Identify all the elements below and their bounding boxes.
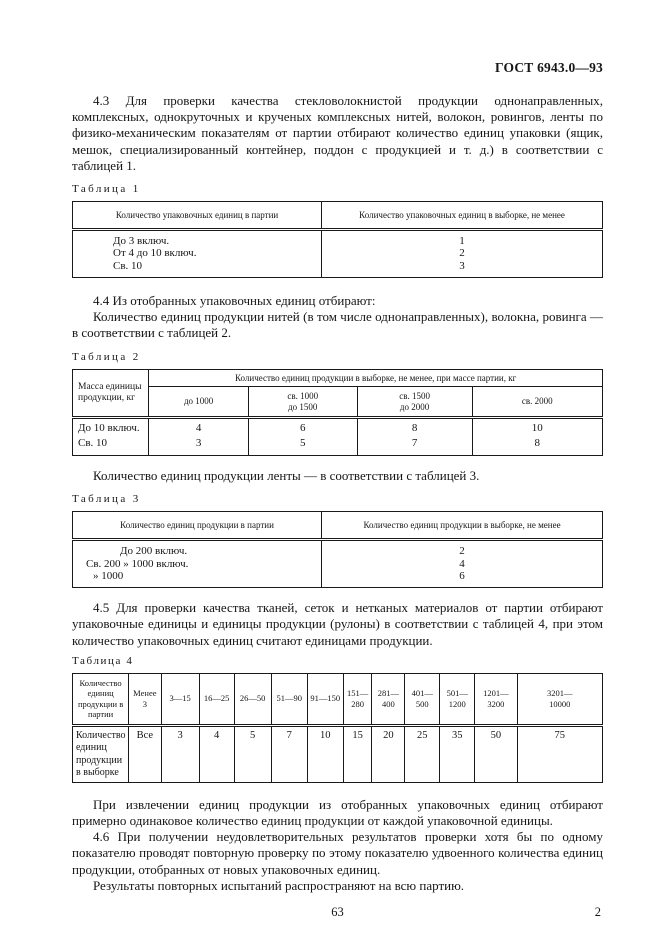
table4-col-8: 281— 400 [371,673,405,727]
table4-col-3: 16—25 [198,673,235,727]
paragraph-extraction: При извлечении единиц продукции из отобр… [72,796,603,828]
table2-corner-header: Масса единицы продукции, кг [72,369,150,420]
page-content: ГОСТ 6943.0—93 4.3 Для проверки качества… [72,60,603,920]
table3-header-row: Количество единиц продукции в партии Кол… [72,511,603,542]
cell-value: 25 [404,725,440,783]
cell-value: 4 [198,725,235,783]
cell-value: 50 [474,725,518,783]
cell-value: 1 [321,229,603,248]
table-row: До 3 включ. 1 [73,229,603,248]
cell-value: 2 [321,539,603,558]
paragraph-4-4-threads: Количество единиц продукции нитей (в том… [72,309,603,341]
cell-value: 3 [160,725,200,783]
cell-value: Все [128,725,161,783]
cell-value: 15 [342,725,372,783]
cell-value: 75 [516,725,603,783]
table2-subcol-3: св. 1500 до 2000 [356,386,473,420]
table3-caption: Таблица 3 [72,493,141,506]
cell-label: Св. 10 [113,259,143,272]
table2-header-row-span: Масса единицы продукции, кг Количество е… [72,369,603,420]
table4-col-1: Менее 3 [128,673,161,727]
table3-col-header-sample: Количество единиц продукции в выборке, н… [321,511,603,542]
cell-label: До 200 включ. [120,545,188,558]
table-2: Масса единицы продукции, кг Количество е… [72,368,603,457]
table2-header-row-sub: до 1000 св. 1000 до 1500 св. 1500 до 200… [73,386,603,420]
document-title: ГОСТ 6943.0—93 [495,60,603,75]
paragraph-4-4-intro: 4.4 Из отобранных упаковочных единиц отб… [93,292,376,308]
cell-label: Св. 10 [78,437,108,450]
table4-col-12: 3201— 10000 [516,673,603,727]
cell-value: 2 [321,247,603,260]
table4-col-4: 26—50 [233,673,272,727]
cell-value: 10 [306,725,344,783]
paragraph-4-6: 4.6 При получении неудовлетворительных р… [72,829,603,877]
table4-col-9: 401— 500 [404,673,440,727]
page-number-center: 63 [331,904,344,919]
table4-col-7: 151— 280 [342,673,372,727]
table4-row-header: Количество единиц продукции в партии [72,673,129,727]
cell-value: 4 [148,417,249,437]
table1-header-row: Количество упаковочных единиц в партии К… [72,201,603,232]
table4-col-6: 91—150 [306,673,344,727]
table4-header-row: Количество единиц продукции в партии Мен… [72,673,603,727]
cell-label: Св. 200 » 1000 включ. [86,557,189,570]
table2-subcol-4: св. 2000 [471,386,603,420]
table1-col-header-sample: Количество упаковочных единиц в выборке,… [321,201,603,232]
table-4: Количество единиц продукции в партии Мен… [72,672,603,783]
page-number-right: 2 [594,904,601,919]
cell-value: 8 [356,417,473,437]
table2-caption: Таблица 2 [72,350,141,363]
paragraph-4-3: 4.3 Для проверки качества стекловолокнис… [72,93,603,173]
page-footer: 63 2 [72,905,603,920]
cell-label: » 1000 [93,569,124,582]
cell-value: 7 [270,725,308,783]
cell-value: 4 [321,557,603,570]
table4-col-5: 51—90 [270,673,308,727]
table-row: От 4 до 10 включ. 2 [73,247,603,260]
cell-value: 3 [148,436,249,456]
cell-label: До 10 включ. [78,422,140,435]
table3-col-header-party: Количество единиц продукции в партии [72,511,322,542]
table-row: Св. 200 » 1000 включ. 4 [73,557,603,570]
cell-value: 3 [321,259,603,278]
table4-col-11: 1201— 3200 [474,673,518,727]
cell-value: 6 [321,569,603,588]
table-row: Св. 10 3 5 7 8 [73,436,603,456]
table-3: Количество единиц продукции в партии Кол… [72,511,603,589]
table-row: До 200 включ. 2 [73,539,603,558]
paragraph-4-5: 4.5 Для проверки качества тканей, сеток … [72,600,603,648]
cell-value: 10 [471,417,603,437]
cell-value: 5 [247,436,358,456]
table-row: Св. 10 3 [73,259,603,278]
table1-caption: Таблица 1 [72,183,141,196]
table4-col-10: 501— 1200 [439,673,475,727]
table-row: До 10 включ. 4 6 8 10 [73,417,603,437]
paragraph-retest: Результаты повторных испытаний распростр… [93,877,465,893]
table1-col-header-party: Количество упаковочных единиц в партии [72,201,322,232]
cell-label: От 4 до 10 включ. [113,247,197,260]
cell-value: 5 [233,725,272,783]
table2-subcol-2: св. 1000 до 1500 [247,386,358,420]
cell-value: 20 [371,725,405,783]
cell-label: До 3 включ. [113,235,170,248]
cell-label: Количество единиц продукции в выборке [76,729,126,779]
table4-caption: Таблица 4 [72,654,134,667]
table2-subcol-1: до 1000 [148,386,249,420]
table-row: » 1000 6 [73,569,603,588]
table-1: Количество упаковочных единиц в партии К… [72,201,603,278]
paragraph-tape: Количество единиц продукции ленты — в со… [93,468,480,484]
table4-col-2: 3—15 [160,673,200,727]
cell-value: 8 [471,436,603,456]
cell-value: 7 [356,436,473,456]
cell-value: 6 [247,417,358,437]
table2-span-header: Количество единиц продукции в выборке, н… [148,369,603,388]
cell-value: 35 [439,725,475,783]
table-row: Количество единиц продукции в выборке Вс… [73,725,603,783]
